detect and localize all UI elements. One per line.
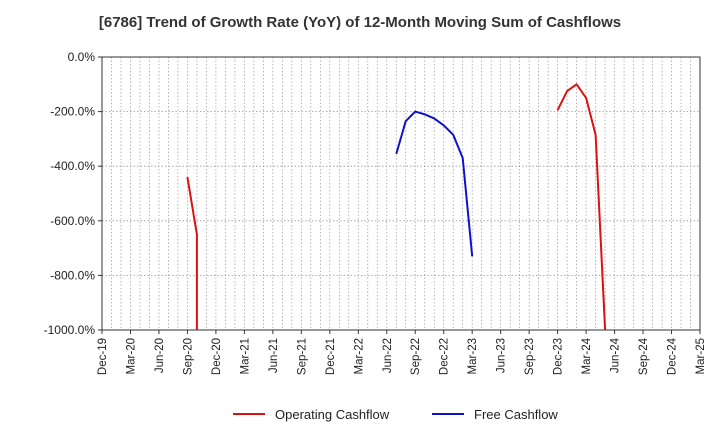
- x-tick-label: Dec-19: [97, 338, 109, 375]
- series-line-operating-cashflow-1: [186, 176, 198, 330]
- y-tick-label: -400.0%: [50, 159, 95, 173]
- y-tick-label: -200.0%: [50, 105, 95, 119]
- x-tick-label: Mar-20: [125, 338, 137, 374]
- series-lines: [186, 83, 607, 330]
- x-tick-label: Dec-20: [211, 338, 223, 375]
- legend: Operating Cashflow Free Cashflow: [233, 407, 558, 422]
- x-tick-label: Dec-22: [439, 338, 451, 375]
- x-tick-label: Mar-22: [353, 338, 365, 374]
- x-tick-label: Mar-23: [467, 338, 479, 374]
- x-tick-label: Sep-22: [410, 338, 422, 375]
- x-tick-label: Jun-21: [268, 338, 280, 373]
- x-tick-label: Jun-23: [496, 338, 508, 373]
- x-tick-label: Mar-21: [239, 338, 251, 374]
- x-tick-label: Jun-22: [382, 338, 394, 373]
- y-tick-label: -1000.0%: [44, 323, 96, 337]
- series-line-operating-cashflow-2: [556, 83, 607, 330]
- y-tick-label: -600.0%: [50, 214, 95, 228]
- plot-frame: [101, 56, 701, 331]
- series-line-free-cashflow-1: [395, 110, 474, 257]
- x-tick-label: Dec-24: [667, 337, 679, 375]
- x-tick-label: Sep-24: [638, 337, 650, 375]
- axes: 0.0% -200.0% -400.0% -600.0% -800.0% -1000.0%…: [44, 50, 707, 375]
- chart-title: [6786] Trend of Growth Rate (YoY) of 12-…: [98, 14, 622, 31]
- x-tick-label: Mar-24: [581, 337, 593, 374]
- x-tick-label: Sep-23: [524, 338, 536, 375]
- grid: [102, 56, 700, 331]
- x-tick-label: Jun-20: [154, 338, 166, 373]
- legend-label-1: Operating Cashflow: [275, 407, 390, 422]
- x-tick-label: Sep-20: [182, 338, 194, 375]
- x-tick-label: Sep-21: [296, 338, 308, 375]
- x-tick-label: Jun-24: [610, 337, 622, 373]
- y-tick-label: -800.0%: [50, 268, 95, 282]
- y-tick-label: 0.0%: [68, 50, 96, 64]
- x-tick-label: Dec-21: [325, 338, 337, 375]
- x-tick-label: Mar-25: [695, 338, 707, 374]
- x-tick-label: Dec-23: [553, 338, 565, 375]
- legend-label-2: Free Cashflow: [474, 407, 558, 422]
